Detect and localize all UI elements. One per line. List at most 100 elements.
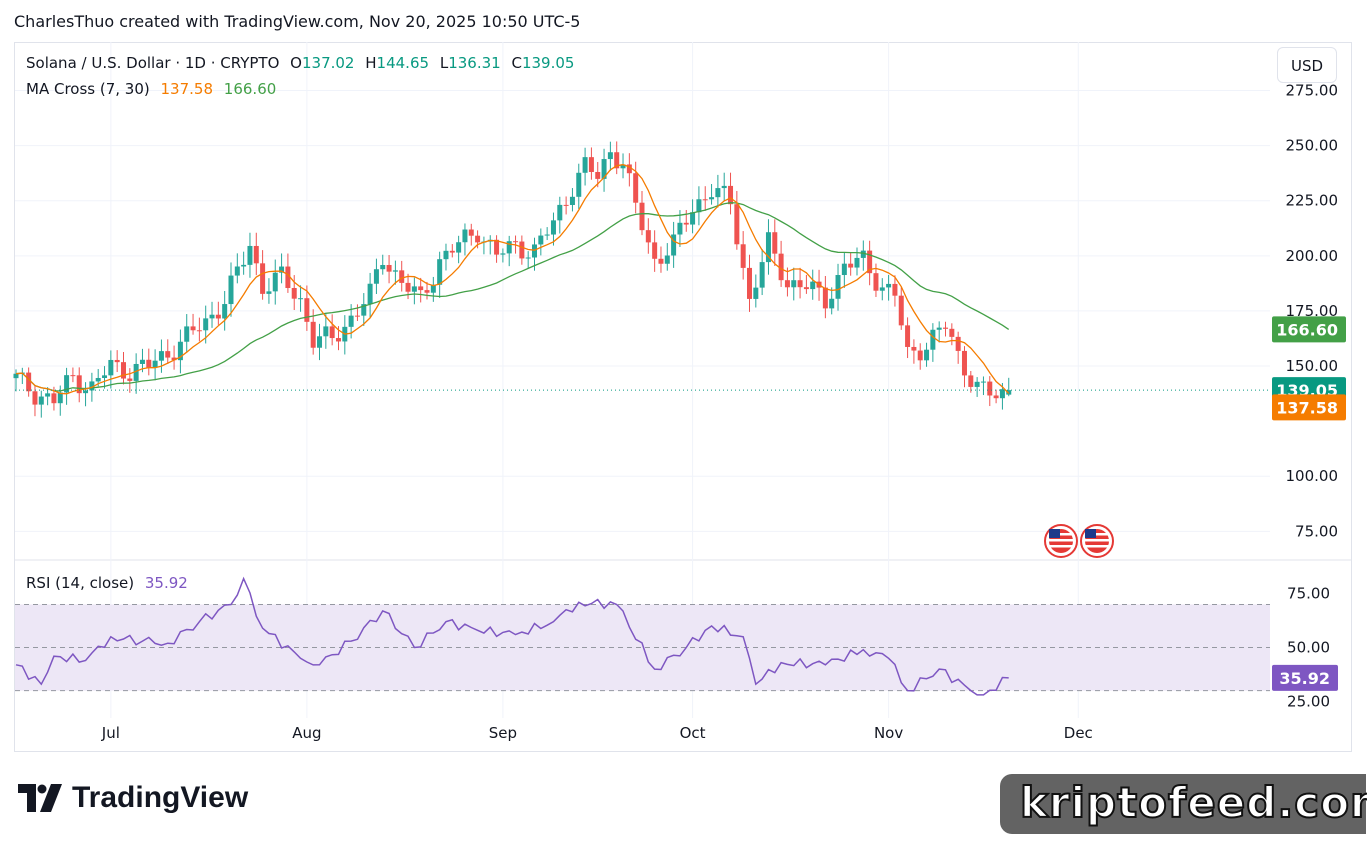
candle-body <box>64 375 70 393</box>
rsi-label: RSI (14, close) <box>26 574 135 592</box>
candle-body <box>791 280 797 288</box>
candle <box>848 252 854 276</box>
candle-body <box>83 390 89 394</box>
candle-body <box>563 204 569 206</box>
candle <box>158 339 164 373</box>
candle <box>354 304 360 321</box>
candle-body <box>753 287 759 299</box>
rsi-badge: 35.92 <box>1279 669 1330 688</box>
candle-body <box>475 235 481 243</box>
ohlc-low: L136.31 <box>439 54 501 72</box>
us-flag-icon <box>1080 524 1114 558</box>
candle-body <box>247 245 253 265</box>
candle <box>753 274 759 308</box>
candle-body <box>924 349 930 361</box>
candle-body <box>323 326 329 337</box>
price-axis-tick: 75.00 <box>1295 522 1338 540</box>
rsi-line <box>15 576 1009 696</box>
us-flag-icon <box>1044 524 1078 558</box>
rsi-value: 35.92 <box>144 574 188 592</box>
candle <box>645 218 651 254</box>
candle-body <box>114 359 120 363</box>
candle-body <box>810 281 816 290</box>
rsi-legend[interactable]: RSI (14, close) 35.92 <box>26 574 194 592</box>
candle-body <box>696 199 702 213</box>
ma-slow-line <box>15 202 1010 392</box>
candle <box>190 313 196 335</box>
ma-slow-value: 166.60 <box>223 80 277 98</box>
candle-body <box>557 204 563 221</box>
candle <box>898 287 904 330</box>
candle-body <box>683 222 689 225</box>
candle <box>746 254 752 312</box>
rsi-axis-tick: 50.00 <box>1287 639 1330 657</box>
ma-fast-badge-bg <box>1272 394 1346 421</box>
candle <box>152 349 158 381</box>
candle <box>702 186 708 211</box>
candle <box>70 367 76 383</box>
candle <box>905 317 911 359</box>
candle-body <box>721 185 727 189</box>
candle-body <box>171 357 177 361</box>
candle-body <box>443 250 449 260</box>
candle <box>601 148 607 192</box>
candle <box>936 321 942 343</box>
candle <box>734 190 740 250</box>
time-axis-tick: Dec <box>1064 724 1093 742</box>
ma-fast-line <box>15 163 1010 395</box>
candle <box>291 275 297 311</box>
candle <box>323 314 329 349</box>
candle-body <box>260 263 266 294</box>
candle <box>317 323 323 361</box>
ma-fast-badge: 137.58 <box>1276 398 1338 417</box>
candle <box>64 367 70 405</box>
watermark-text: kriptofeed.com <box>1019 777 1367 828</box>
candle <box>304 285 310 331</box>
chart-frame[interactable] <box>14 42 1352 752</box>
candle <box>228 262 234 317</box>
candle-body <box>576 172 582 197</box>
candle <box>506 235 512 267</box>
candle <box>456 235 462 264</box>
price-axis-tick: 100.00 <box>1286 467 1339 485</box>
candle <box>677 210 683 248</box>
candle-body <box>772 232 778 254</box>
ma-slow-badge-bg <box>1272 316 1346 343</box>
candle-body <box>13 373 19 379</box>
candle <box>797 267 803 299</box>
candle <box>892 275 898 307</box>
candle-body <box>797 280 803 288</box>
candle-body <box>456 242 462 253</box>
candle-body <box>152 360 158 368</box>
candle-body <box>645 230 651 243</box>
candle-body <box>494 239 500 255</box>
candle-body <box>354 315 360 317</box>
candle <box>569 188 575 212</box>
candle <box>582 147 588 186</box>
candle <box>196 317 202 342</box>
candle <box>620 153 626 179</box>
candle-body <box>822 287 828 309</box>
candle-body <box>222 304 228 319</box>
ohlc-close: C139.05 <box>511 54 575 72</box>
price-axis-tick: 275.00 <box>1286 81 1339 99</box>
candle-body <box>607 152 613 160</box>
candle <box>449 244 455 258</box>
candle <box>102 366 108 389</box>
candle <box>285 253 291 293</box>
candle-body <box>304 298 310 322</box>
candle-body <box>886 283 892 288</box>
currency-button[interactable]: USD <box>1277 47 1337 83</box>
candle-body <box>601 159 607 179</box>
candle-body <box>120 362 126 379</box>
candle-body <box>740 244 746 268</box>
ma-cross-legend[interactable]: MA Cross (7, 30) 137.58 166.60 <box>26 80 282 98</box>
candle-body <box>146 359 152 368</box>
symbol-title[interactable]: Solana / U.S. Dollar · 1D · CRYPTO <box>26 54 280 72</box>
candle-body <box>127 378 133 381</box>
candle-body <box>317 336 323 348</box>
candle <box>968 370 974 393</box>
tradingview-logo[interactable]: TradingView <box>18 780 248 816</box>
candle-body <box>234 266 240 276</box>
